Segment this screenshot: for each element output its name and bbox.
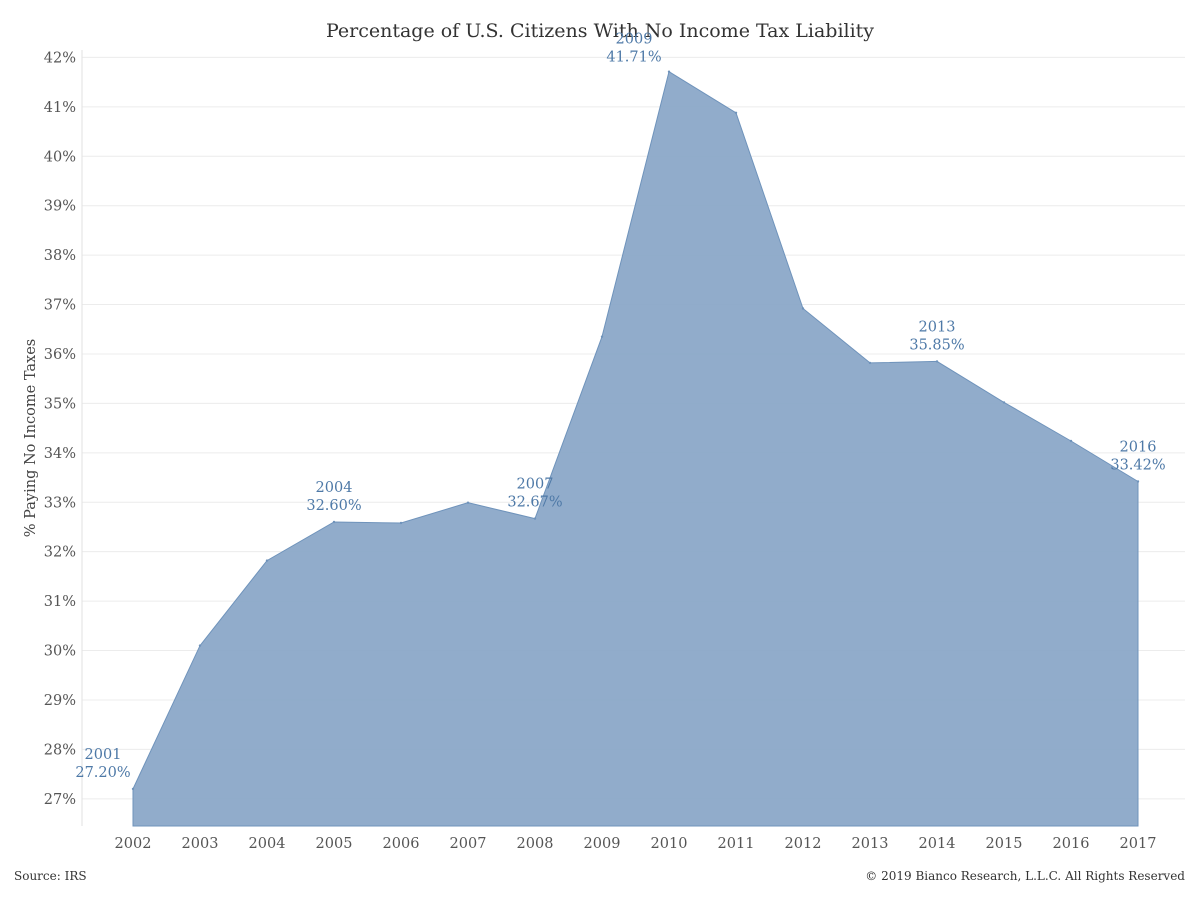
annotation-value: 32.67% — [507, 495, 562, 511]
x-tick-label: 2004 — [249, 836, 286, 852]
y-tick-label: 41% — [44, 100, 76, 116]
annotation-year: 2007 — [517, 477, 554, 493]
data-point — [265, 559, 269, 562]
x-tick-label: 2014 — [919, 836, 956, 852]
x-tick-label: 2005 — [316, 836, 353, 852]
y-tick-label: 37% — [44, 298, 76, 314]
y-tick-label: 29% — [44, 693, 76, 709]
data-point — [600, 335, 604, 338]
annotation-year: 2001 — [85, 747, 122, 763]
annotations: 2001 27.20% 2004 32.60% 2007 32.67% 2009 41.71%… — [75, 32, 1165, 781]
x-tick-label: 2016 — [1053, 836, 1090, 852]
y-tick-label: 39% — [44, 199, 76, 215]
annotation-year: 2009 — [616, 32, 653, 48]
annotation-value: 33.42% — [1110, 458, 1165, 474]
data-point — [868, 361, 872, 365]
x-tick-label: 2003 — [182, 836, 219, 852]
data-point — [399, 521, 403, 525]
data-point — [466, 501, 470, 504]
x-tick-label: 2008 — [517, 836, 554, 852]
data-point — [734, 111, 738, 115]
y-tick-label: 36% — [44, 347, 76, 363]
y-tick-label: 30% — [44, 644, 76, 660]
annotation-year: 2013 — [919, 319, 956, 335]
x-tick-label: 2002 — [115, 836, 152, 852]
data-point — [1136, 480, 1140, 483]
y-axis-ticks: 27% 28% 29% 30% 31% 32% 33% 34% 35% 36% 37% 38% 39% 4… — [44, 50, 76, 807]
data-point — [935, 360, 939, 363]
data-point — [667, 70, 671, 73]
y-tick-label: 27% — [44, 792, 76, 808]
chart-title: Percentage of U.S. Citizens With No Inco… — [326, 20, 874, 42]
annotation-value: 32.60% — [306, 498, 361, 514]
x-tick-label: 2012 — [785, 836, 822, 852]
y-tick-label: 32% — [44, 545, 76, 561]
data-point — [332, 520, 336, 524]
annotation-value: 41.71% — [606, 50, 661, 66]
y-tick-label: 31% — [44, 594, 76, 610]
data-point — [533, 517, 537, 520]
x-tick-label: 2006 — [383, 836, 420, 852]
y-tick-label: 42% — [44, 50, 76, 66]
x-tick-label: 2007 — [450, 836, 487, 852]
x-tick-label: 2010 — [651, 836, 688, 852]
x-tick-label: 2017 — [1120, 836, 1157, 852]
data-point — [131, 787, 135, 791]
source-note: Source: IRS — [14, 869, 87, 883]
annotation-year: 2004 — [316, 480, 353, 496]
y-tick-label: 40% — [44, 149, 76, 165]
data-point — [1002, 401, 1006, 404]
y-tick-label: 34% — [44, 446, 76, 462]
x-tick-label: 2009 — [584, 836, 621, 852]
y-tick-label: 35% — [44, 396, 76, 412]
annotation-value: 27.20% — [75, 765, 130, 781]
x-tick-label: 2015 — [986, 836, 1023, 852]
copyright-note: © 2019 Bianco Research, L.L.C. All Right… — [865, 869, 1185, 883]
plot-area — [131, 70, 1140, 827]
y-tick-label: 33% — [44, 495, 76, 511]
data-point — [801, 307, 805, 310]
y-axis-label: % Paying No Income Taxes — [23, 339, 39, 537]
y-tick-label: 28% — [44, 742, 76, 758]
annotation-value: 35.85% — [909, 337, 964, 353]
y-tick-label: 38% — [44, 248, 76, 264]
x-tick-label: 2013 — [852, 836, 889, 852]
annotation-year: 2016 — [1120, 440, 1157, 456]
x-axis-ticks: 2002 2003 2004 2005 2006 2007 2008 2009 2010 2011… — [115, 836, 1157, 852]
area-series — [132, 70, 1139, 827]
data-point — [1069, 439, 1073, 443]
data-point — [198, 644, 202, 647]
x-tick-label: 2011 — [718, 836, 755, 852]
